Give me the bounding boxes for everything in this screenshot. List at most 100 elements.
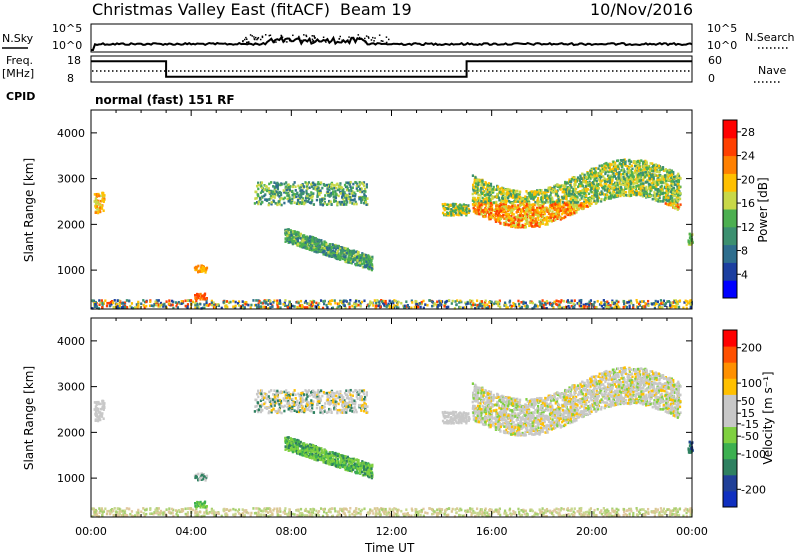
power-cell <box>321 186 324 190</box>
power-cell <box>531 307 534 310</box>
power-cell <box>677 190 680 194</box>
power-cell <box>442 206 445 210</box>
power-cell <box>595 179 598 183</box>
power-cell <box>285 191 288 195</box>
power-cell <box>608 170 611 173</box>
power-cell <box>145 304 148 308</box>
power-cell <box>272 199 275 203</box>
power-cell <box>524 219 528 222</box>
power-cell <box>319 299 323 302</box>
power-cell <box>98 299 101 302</box>
power-cell <box>642 186 645 190</box>
power-cell <box>603 178 606 182</box>
power-cell <box>472 196 475 200</box>
power-cell <box>443 305 446 308</box>
power-cell <box>162 305 165 308</box>
power-cell <box>498 188 501 192</box>
nsearch-point <box>292 34 294 37</box>
power-cell <box>197 264 200 268</box>
power-cell <box>591 184 594 188</box>
power-cell <box>526 220 529 224</box>
power-cell <box>551 214 554 217</box>
power-cell <box>306 237 309 240</box>
power-cell <box>662 197 665 200</box>
power-cell <box>95 192 98 196</box>
power-cell <box>671 182 675 186</box>
power-cell <box>462 203 465 206</box>
power-cell <box>635 173 638 177</box>
power-cell <box>574 180 577 183</box>
power-cell <box>266 198 269 202</box>
power-cell <box>363 187 367 191</box>
power-cell <box>615 191 618 194</box>
power-cell <box>464 205 467 209</box>
power-cell <box>610 168 614 172</box>
power-cell <box>327 251 330 254</box>
power-cell <box>102 209 105 213</box>
power-cell <box>675 179 678 183</box>
power-cell <box>522 202 525 205</box>
power-cell <box>487 182 490 185</box>
nsky-label: N.Sky <box>2 32 34 45</box>
power-cell <box>186 303 190 306</box>
power-cell <box>92 302 96 306</box>
power-cell <box>688 300 691 304</box>
nsearch-point <box>261 35 264 38</box>
cpid-value: normal (fast) 151 RF <box>95 93 235 107</box>
power-cell <box>668 200 671 203</box>
power-cell <box>563 181 567 184</box>
power-cell <box>511 220 514 223</box>
power-cell <box>367 266 370 270</box>
power-cell <box>604 162 607 166</box>
power-cell <box>292 230 295 233</box>
power-cell <box>534 200 537 204</box>
power-cell <box>297 184 300 188</box>
power-cell <box>368 265 371 269</box>
power-cell <box>575 206 579 210</box>
power-cell <box>276 181 279 185</box>
power-cell <box>530 225 534 228</box>
power-cell <box>257 200 260 204</box>
power-cell <box>543 306 546 310</box>
power-cell <box>655 181 658 184</box>
power-cell <box>615 299 618 303</box>
power-cell <box>471 183 475 187</box>
power-cell <box>612 195 615 199</box>
power-cell <box>245 301 248 304</box>
power-cell <box>536 203 539 206</box>
power-cell <box>684 299 687 303</box>
power-cell <box>203 267 206 270</box>
power-cell <box>547 219 551 223</box>
power-cell <box>459 306 462 309</box>
power-cell <box>299 237 302 240</box>
power-cell <box>267 307 270 310</box>
power-cell <box>602 175 605 178</box>
power-cell <box>522 203 526 207</box>
power-cell <box>511 194 515 198</box>
power-cell <box>459 299 462 303</box>
power-cell <box>295 202 299 206</box>
power-cell <box>352 198 355 202</box>
power-cell <box>632 182 635 186</box>
power-cell <box>664 202 667 205</box>
power-cell <box>265 189 269 193</box>
power-cell <box>605 168 608 172</box>
power-cell <box>593 178 596 182</box>
power-cell <box>287 199 290 203</box>
power-cell <box>580 177 583 181</box>
nsearch-point <box>257 36 260 39</box>
power-cell <box>364 264 367 268</box>
power-cell <box>621 160 625 164</box>
power-cell <box>267 187 270 190</box>
power-cell <box>137 303 140 307</box>
power-cell <box>523 206 526 209</box>
power-cell <box>334 192 337 196</box>
power-cell <box>581 207 584 211</box>
power-cell <box>106 301 109 305</box>
power-cell <box>116 306 119 310</box>
power-cell <box>646 179 649 182</box>
power-cell <box>368 267 371 271</box>
power-cell <box>598 172 601 175</box>
power-cell <box>127 299 131 303</box>
power-cell <box>326 254 329 257</box>
